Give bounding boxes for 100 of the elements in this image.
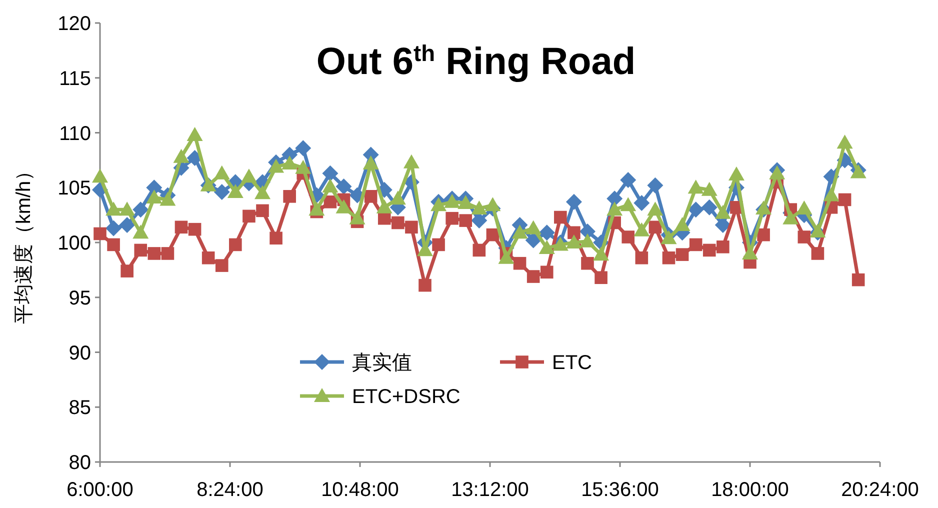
legend-label: ETC	[552, 352, 592, 374]
point	[566, 234, 582, 248]
point	[714, 204, 731, 219]
point	[566, 194, 582, 210]
point	[173, 148, 190, 163]
point	[648, 220, 662, 234]
point	[716, 240, 730, 254]
y-tick-label: 115	[59, 68, 91, 90]
point	[796, 200, 812, 214]
point	[282, 155, 298, 170]
point	[161, 247, 174, 260]
point	[701, 199, 718, 216]
point	[782, 210, 799, 224]
point	[606, 190, 623, 207]
point	[810, 224, 826, 238]
point	[146, 190, 162, 204]
point	[702, 244, 716, 257]
point	[688, 202, 704, 218]
point	[106, 220, 122, 236]
point	[538, 224, 555, 241]
x-tick-label: 20:24:00	[841, 479, 919, 501]
point	[107, 238, 120, 252]
y-tick-label: 110	[59, 122, 91, 145]
point	[486, 228, 500, 242]
point	[229, 238, 242, 252]
y-tick-label: 85	[68, 397, 91, 420]
point	[472, 244, 486, 257]
point	[148, 247, 161, 260]
point	[444, 194, 460, 208]
point	[660, 230, 677, 244]
point	[662, 251, 676, 264]
point	[446, 212, 458, 225]
point	[188, 222, 202, 236]
point	[756, 200, 772, 214]
x-tick-label: 8:24:00	[196, 479, 264, 501]
point	[268, 158, 284, 173]
point	[392, 216, 404, 230]
point	[458, 194, 474, 209]
y-tick-label: 80	[68, 452, 91, 474]
point	[364, 190, 378, 203]
legend-label: ETC+DSRC	[352, 386, 460, 408]
point	[322, 178, 338, 193]
point	[283, 190, 296, 203]
point	[526, 270, 540, 283]
point	[674, 216, 690, 231]
point	[432, 238, 445, 252]
point	[92, 168, 108, 183]
point	[620, 172, 636, 188]
point	[484, 197, 501, 212]
point	[270, 232, 282, 245]
point	[132, 202, 149, 218]
point	[811, 247, 824, 260]
point	[186, 126, 203, 141]
point	[554, 210, 567, 224]
point	[594, 271, 608, 284]
point	[119, 216, 136, 233]
point	[714, 216, 731, 233]
point	[227, 184, 244, 198]
point	[174, 220, 188, 234]
legend-label: 真实值	[352, 352, 412, 374]
point	[106, 202, 122, 216]
point	[254, 185, 270, 200]
point	[836, 134, 853, 149]
point	[459, 214, 472, 227]
point	[295, 160, 312, 174]
point	[119, 202, 136, 216]
point	[568, 226, 580, 240]
point	[498, 250, 514, 264]
point	[798, 230, 811, 244]
point	[647, 202, 664, 216]
point	[132, 224, 149, 239]
x-tick-label: 6:00:00	[66, 479, 134, 501]
point	[647, 177, 664, 194]
point	[403, 154, 420, 168]
point	[240, 168, 257, 183]
point	[540, 266, 554, 279]
point	[769, 165, 786, 180]
point	[94, 227, 106, 240]
point	[362, 155, 379, 170]
point	[242, 210, 256, 223]
point	[214, 165, 230, 180]
point	[525, 220, 542, 234]
point	[622, 230, 635, 244]
point	[214, 184, 230, 200]
point	[471, 200, 488, 214]
point	[349, 210, 366, 224]
point	[525, 232, 542, 248]
point	[701, 182, 718, 196]
point	[336, 178, 352, 195]
y-tick-label: 100	[58, 232, 91, 254]
point	[390, 190, 406, 205]
point	[538, 240, 555, 254]
y-tick-label: 120	[58, 13, 91, 35]
point	[324, 195, 337, 208]
y-tick-label: 105	[58, 178, 91, 200]
point	[620, 197, 636, 212]
x-tick-label: 15:36:00	[581, 479, 659, 501]
point	[215, 259, 228, 272]
point	[676, 248, 689, 261]
point	[471, 212, 488, 229]
